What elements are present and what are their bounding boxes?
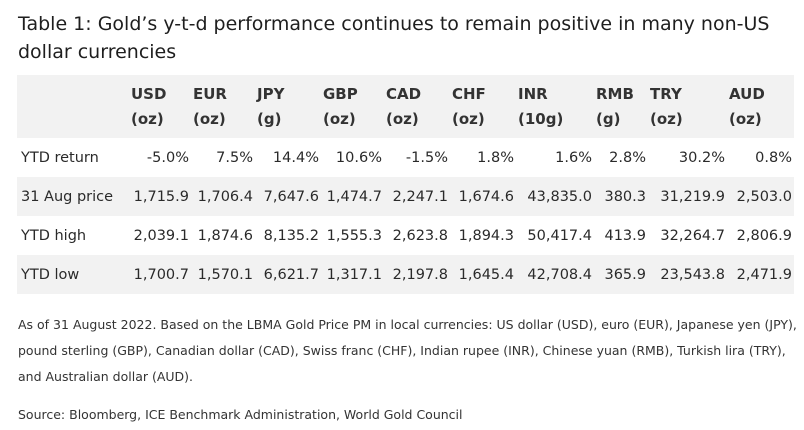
table-cell: 1,474.7: [321, 177, 384, 216]
table-cell: 31,219.9: [648, 177, 727, 216]
column-header-aud: AUD (oz): [727, 75, 794, 138]
row-label: YTD low: [17, 255, 129, 294]
table-cell: 50,417.4: [527, 227, 592, 244]
column-header-rmb: RMB (g): [594, 75, 648, 138]
currency-unit: (oz): [650, 109, 683, 128]
table-cell: 30.2%: [678, 149, 725, 166]
table-cell: 1,894.3: [458, 227, 514, 244]
column-header-cad: CAD (oz): [384, 75, 450, 138]
table-cell: 43,835.0: [516, 177, 594, 216]
currency-code: CAD: [386, 84, 422, 103]
currency-unit: (oz): [131, 109, 164, 128]
table-cell: 1,715.9: [129, 177, 191, 216]
table-row-ytd-low: YTD low 1,700.7 1,570.1 6,621.7 1,317.1 …: [17, 255, 794, 294]
column-header-try: TRY (oz): [648, 75, 727, 138]
column-header-inr: INR (10g): [516, 75, 594, 138]
currency-unit: (oz): [452, 109, 485, 128]
column-header-gbp: GBP (oz): [321, 75, 384, 138]
table-cell: 2.8%: [609, 149, 646, 166]
table-cell: 1,555.3: [326, 227, 382, 244]
column-header-chf: CHF (oz): [450, 75, 516, 138]
table-cell: 2,247.1: [384, 177, 450, 216]
column-header-jpy: JPY (g): [255, 75, 321, 138]
table-row-31-aug-price: 31 Aug price 1,715.9 1,706.4 7,647.6 1,4…: [17, 177, 794, 216]
column-header-usd: USD (oz): [129, 75, 191, 138]
table-row-ytd-return: YTD return -5.0% 7.5% 14.4% 10.6% -1.5% …: [17, 138, 794, 177]
table-footnote: As of 31 August 2022. Based on the LBMA …: [18, 317, 797, 384]
table-cell: 2,197.8: [384, 255, 450, 294]
table-cell: 10.6%: [335, 149, 382, 166]
table-cell: 1,570.1: [191, 255, 255, 294]
column-header-eur: EUR (oz): [191, 75, 255, 138]
currency-code: EUR: [193, 84, 227, 103]
currency-unit: (oz): [386, 109, 419, 128]
row-label: 31 Aug price: [17, 177, 129, 216]
table-title: Table 1: Gold’s y-t-d performance contin…: [18, 13, 770, 63]
currency-unit: (10g): [518, 109, 564, 128]
currency-code: RMB: [596, 84, 634, 103]
table-cell: 1,874.6: [197, 227, 253, 244]
table-cell: 2,039.1: [133, 227, 189, 244]
table-cell: -1.5%: [405, 149, 448, 166]
table-cell: 1,674.6: [450, 177, 516, 216]
currency-code: JPY: [257, 84, 285, 103]
header-row: USD (oz) EUR (oz) JPY (g) GBP (oz) CAD (oz) C…: [17, 75, 794, 138]
table-cell: 32,264.7: [660, 227, 725, 244]
currency-code: INR: [518, 84, 548, 103]
currency-unit: (oz): [193, 109, 226, 128]
table-cell: 2,471.9: [727, 255, 794, 294]
table-cell: 7.5%: [216, 149, 253, 166]
table-cell: 14.4%: [272, 149, 319, 166]
table-cell: 1,706.4: [191, 177, 255, 216]
table-cell: -5.0%: [146, 149, 189, 166]
table-cell: 7,647.6: [255, 177, 321, 216]
row-label: YTD return: [21, 149, 99, 166]
gold-performance-table: USD (oz) EUR (oz) JPY (g) GBP (oz) CAD (oz) C…: [17, 75, 794, 294]
table-cell: 1.8%: [477, 149, 514, 166]
currency-unit: (oz): [729, 109, 762, 128]
table-cell: 2,806.9: [736, 227, 792, 244]
row-header-corner: [17, 75, 129, 138]
table-cell: 380.3: [594, 177, 648, 216]
currency-unit: (oz): [323, 109, 356, 128]
table-cell: 365.9: [594, 255, 648, 294]
source-line: Source: Bloomberg, ICE Benchmark Adminis…: [18, 407, 463, 422]
table-cell: 1,317.1: [321, 255, 384, 294]
table-cell: 1,700.7: [129, 255, 191, 294]
table-cell: 1.6%: [555, 149, 592, 166]
currency-code: GBP: [323, 84, 358, 103]
table-cell: 0.8%: [755, 149, 792, 166]
table-cell: 1,645.4: [450, 255, 516, 294]
currency-code: USD: [131, 84, 167, 103]
table-cell: 42,708.4: [516, 255, 594, 294]
table-cell: 413.9: [604, 227, 646, 244]
table-cell: 8,135.2: [263, 227, 319, 244]
table-cell: 2,623.8: [392, 227, 448, 244]
currency-code: TRY: [650, 84, 682, 103]
table-row-ytd-high: YTD high 2,039.1 1,874.6 8,135.2 1,555.3…: [17, 216, 794, 255]
row-label: YTD high: [21, 227, 87, 244]
table-cell: 2,503.0: [727, 177, 794, 216]
currency-unit: (g): [257, 109, 282, 128]
currency-code: CHF: [452, 84, 486, 103]
currency-code: AUD: [729, 84, 765, 103]
table-cell: 23,543.8: [648, 255, 727, 294]
table-cell: 6,621.7: [255, 255, 321, 294]
currency-unit: (g): [596, 109, 621, 128]
